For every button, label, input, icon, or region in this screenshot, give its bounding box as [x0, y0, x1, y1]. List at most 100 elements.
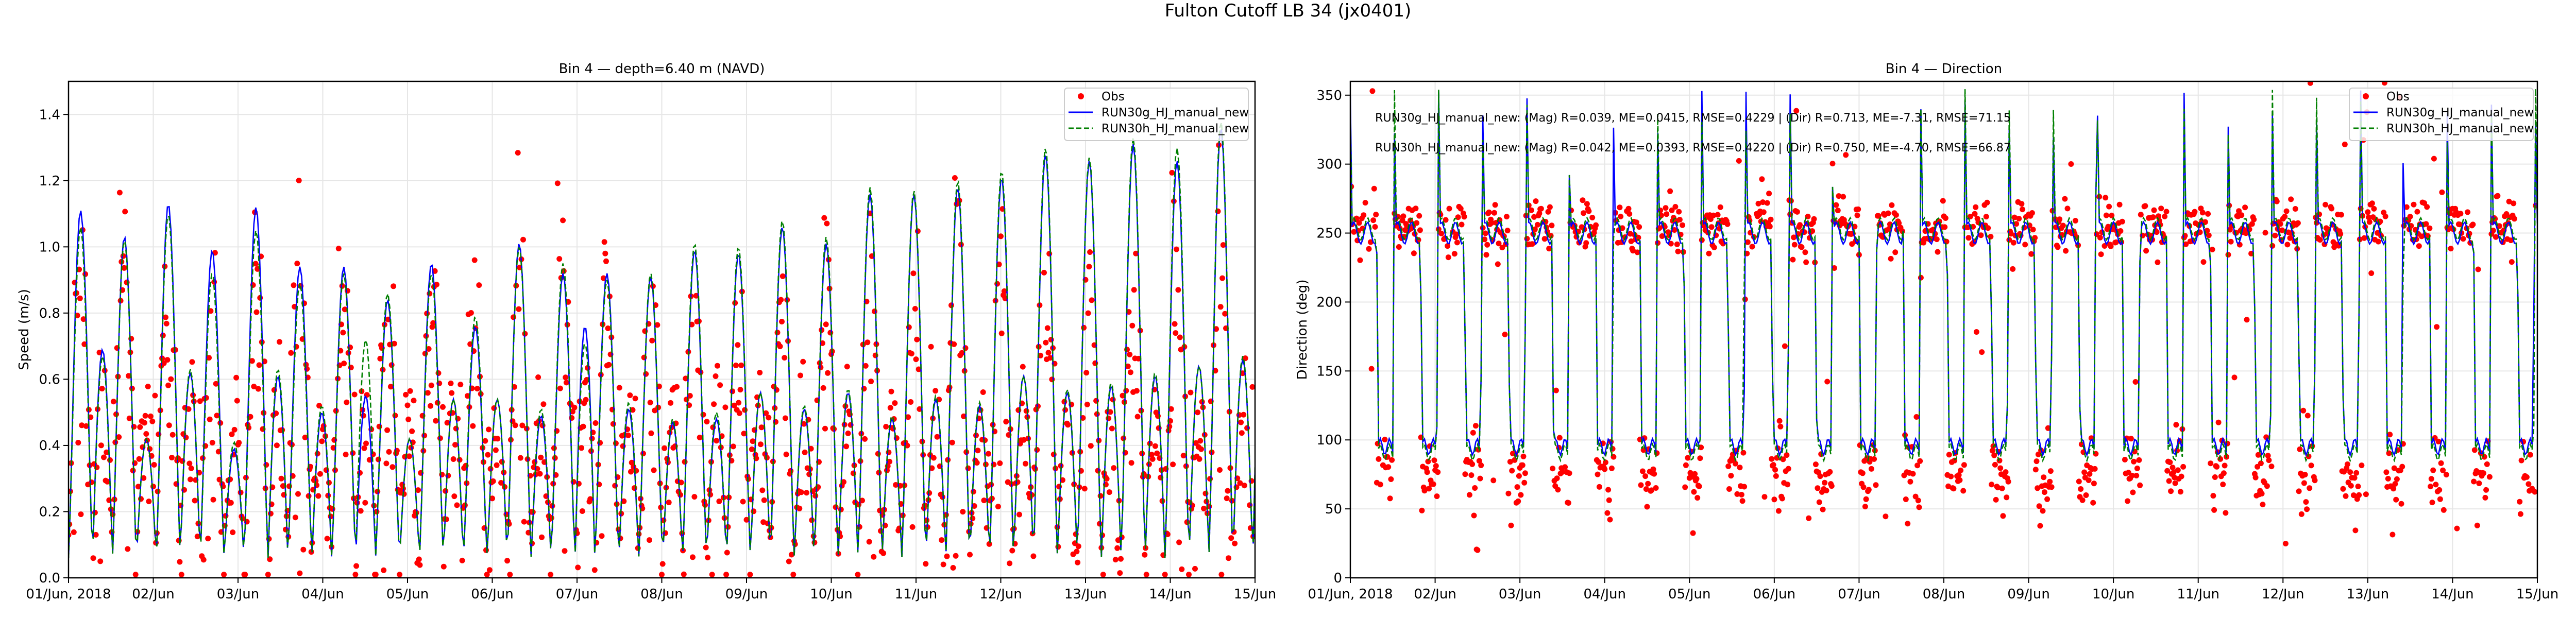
obs-point [295, 491, 301, 497]
x-tick-label: 05/Jun [1668, 587, 1710, 602]
obs-point [403, 391, 409, 398]
y-tick-label: 300 [1316, 157, 1342, 173]
obs-point [164, 357, 171, 363]
obs-point [677, 492, 683, 498]
obs-point [1047, 355, 1053, 361]
obs-point [2284, 242, 2291, 248]
legend-label: RUN30g_HJ_manual_new [2386, 106, 2534, 119]
obs-point [1978, 232, 1984, 238]
obs-point [1045, 350, 1052, 356]
legend-obs-marker [1078, 93, 1084, 99]
obs-point [1759, 176, 1765, 182]
obs-point [2298, 511, 2304, 517]
obs-point [1518, 492, 1524, 498]
obs-point [866, 539, 872, 545]
obs-point [1453, 231, 1460, 237]
obs-point [2252, 474, 2259, 480]
obs-point [2427, 225, 2433, 231]
obs-point [1664, 211, 1670, 217]
obs-point [1840, 194, 1846, 200]
obs-point [292, 514, 298, 521]
obs-point [151, 462, 157, 468]
obs-point [1516, 473, 1522, 479]
obs-point [1385, 464, 1392, 470]
obs-point [1462, 471, 1468, 477]
obs-point [468, 310, 474, 316]
obs-point [1547, 204, 1553, 210]
x-tick-label: 01/Jun, 2018 [26, 587, 111, 602]
obs-point [507, 572, 513, 578]
obs-point [1417, 227, 1423, 233]
obs-point [2048, 484, 2055, 490]
obs-point [1219, 275, 1226, 281]
obs-point [1400, 213, 1406, 219]
obs-point [177, 559, 183, 565]
obs-point [2214, 464, 2220, 470]
obs-point [1532, 226, 1538, 232]
obs-point [386, 449, 392, 455]
obs-point [1833, 202, 1839, 208]
obs-point [1715, 212, 1721, 218]
obs-point [454, 502, 460, 508]
x-tick-label: 13/Jun [1064, 587, 1107, 602]
obs-point [1717, 204, 1723, 210]
obs-point [1562, 464, 1568, 470]
obs-point [763, 410, 769, 416]
obs-point [2430, 467, 2436, 473]
obs-point [516, 306, 522, 312]
obs-point [213, 381, 219, 387]
obs-point [949, 439, 955, 445]
obs-point [600, 275, 606, 281]
obs-point [2439, 189, 2445, 195]
obs-point [2509, 259, 2515, 265]
obs-point [1166, 423, 1173, 430]
obs-point [389, 464, 396, 470]
obs-point [306, 493, 312, 499]
obs-point [779, 273, 786, 279]
obs-point [189, 359, 195, 365]
obs-point [178, 572, 184, 578]
legend-label: Obs [1101, 90, 1125, 104]
obs-point [760, 519, 767, 525]
obs-point [2162, 213, 2168, 219]
obs-point [2028, 251, 2035, 257]
obs-point [877, 507, 883, 513]
obs-point [434, 282, 439, 287]
obs-point [2030, 227, 2036, 233]
obs-point [823, 321, 829, 328]
y-tick-label: 0.8 [39, 306, 60, 321]
obs-point [2317, 237, 2323, 243]
obs-point [1419, 507, 1425, 513]
obs-point [2097, 234, 2103, 241]
obs-point [1860, 484, 1867, 490]
obs-point [788, 552, 794, 558]
obs-point [802, 449, 808, 455]
obs-point [1483, 252, 1489, 258]
obs-point [736, 410, 742, 416]
obs-point [1162, 572, 1168, 578]
obs-point [2113, 239, 2119, 245]
obs-point [766, 415, 772, 421]
obs-point [335, 246, 342, 252]
obs-point [1889, 202, 1895, 208]
obs-point [1124, 347, 1130, 353]
obs-point [605, 325, 611, 331]
obs-point [246, 425, 252, 431]
obs-point [2154, 229, 2160, 235]
obs-point [1802, 249, 1808, 255]
obs-point [230, 529, 236, 536]
obs-point [790, 572, 796, 578]
obs-point [631, 485, 637, 491]
obs-point [1089, 297, 1095, 303]
obs-point [2098, 251, 2104, 258]
obs-point [934, 434, 940, 440]
obs-point [2078, 486, 2084, 492]
obs-point [2251, 216, 2257, 222]
obs-point [1217, 304, 1224, 310]
obs-point [1914, 462, 1921, 469]
obs-point [648, 430, 654, 436]
obs-point [2375, 238, 2381, 245]
obs-point [205, 536, 211, 542]
obs-point [2391, 486, 2397, 492]
obs-point [765, 520, 771, 526]
